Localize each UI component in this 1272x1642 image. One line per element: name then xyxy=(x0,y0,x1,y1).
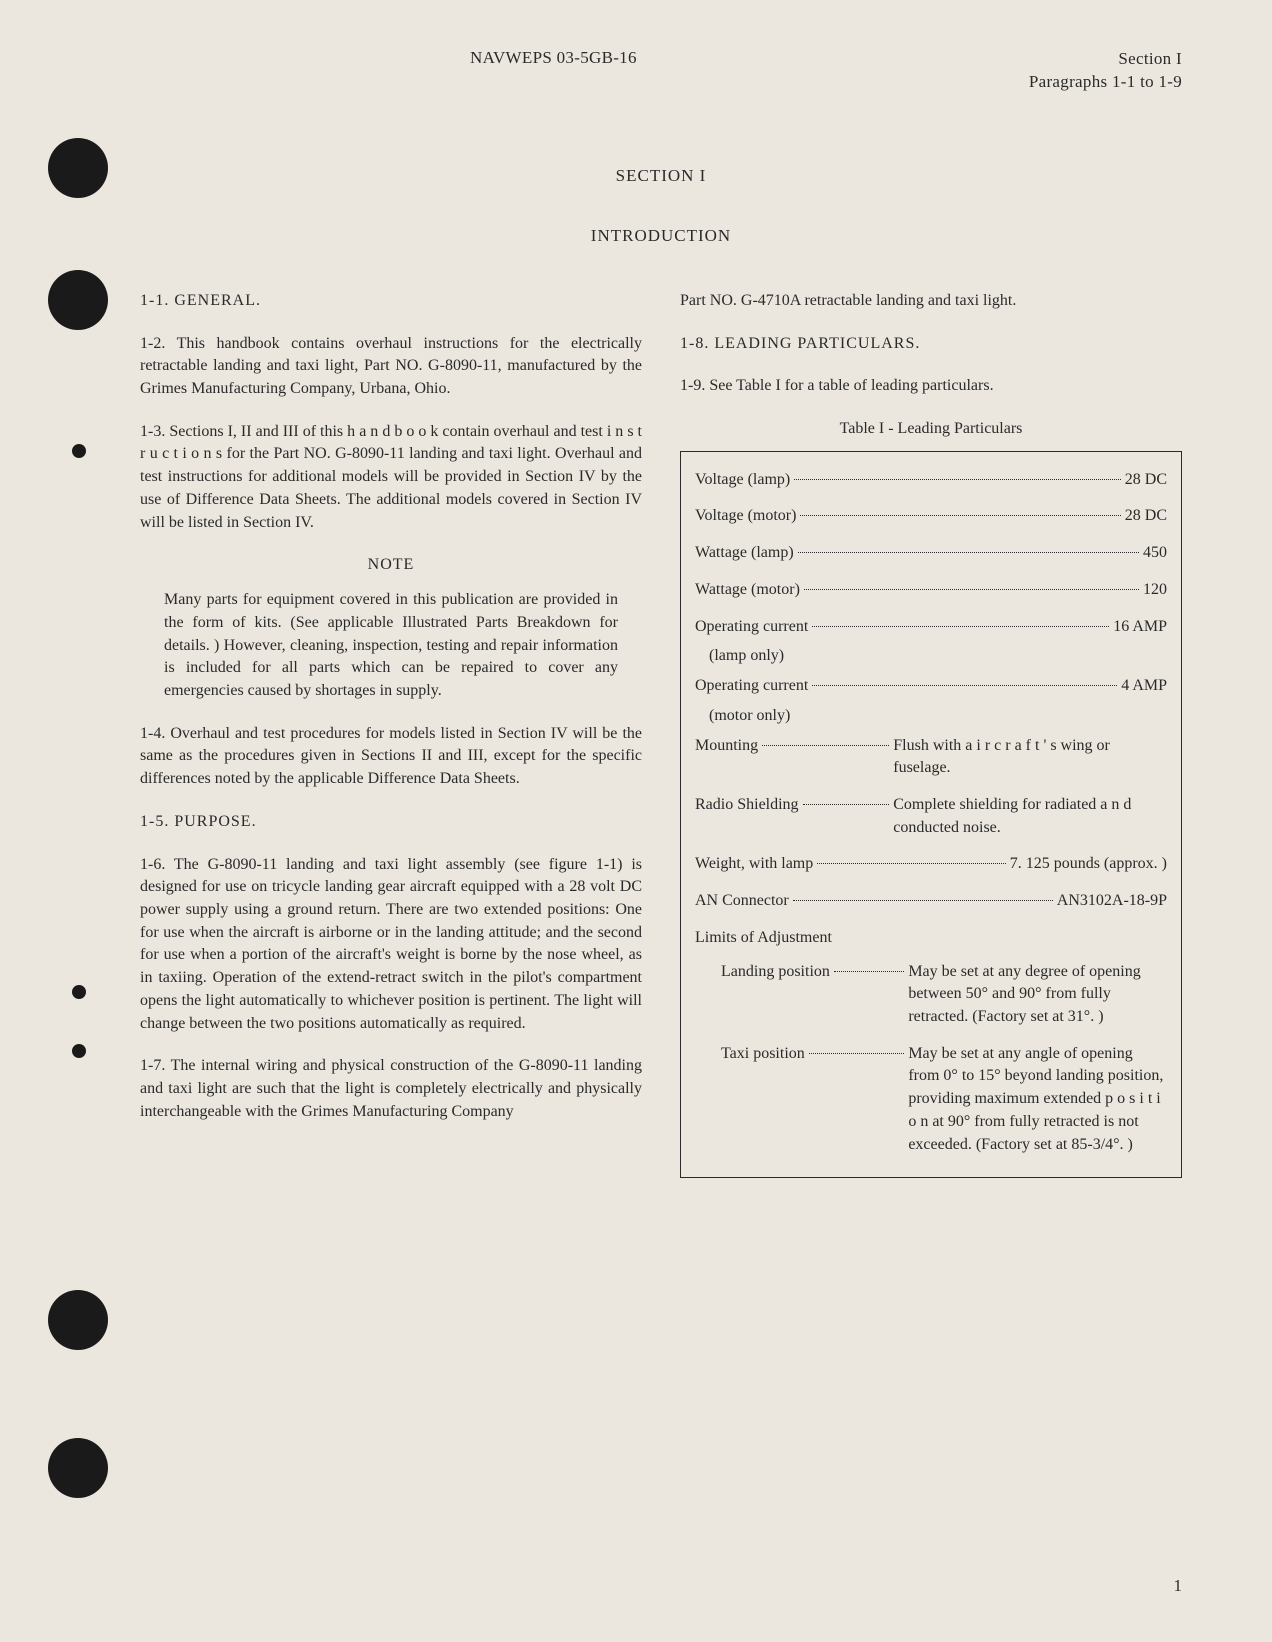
row-label: AN Connector xyxy=(695,890,789,913)
table-row: Operating current 16 AMP xyxy=(695,609,1167,646)
page: NAVWEPS 03-5GB-16 Section I Paragraphs 1… xyxy=(0,0,1272,1642)
leading-particulars-table: Voltage (lamp) 28 DC Voltage (motor) 28 DC W… xyxy=(680,451,1182,1179)
row-value: 28 DC xyxy=(1125,505,1167,528)
table-row: Landing position May be set at any degree… xyxy=(695,954,1167,1036)
section-title: INTRODUCTION xyxy=(140,226,1182,246)
section-ref: Section I xyxy=(1029,48,1182,71)
left-column: 1-1. GENERAL. 1-2. This handbook contain… xyxy=(140,290,642,1178)
punch-mark xyxy=(72,444,86,458)
heading-purpose: 1-5. PURPOSE. xyxy=(140,811,642,834)
row-sublabel: (lamp only) xyxy=(695,645,1167,668)
leader-dots xyxy=(812,675,1117,686)
heading-leading: 1-8. LEADING PARTICULARS. xyxy=(680,333,1182,356)
page-number: 1 xyxy=(1174,1576,1183,1596)
punch-mark xyxy=(72,1044,86,1058)
page-header: NAVWEPS 03-5GB-16 Section I Paragraphs 1… xyxy=(140,48,1182,94)
para-range: Paragraphs 1-1 to 1-9 xyxy=(1029,71,1182,94)
punch-hole xyxy=(48,1438,108,1498)
row-label: Voltage (motor) xyxy=(695,505,796,528)
leader-dots xyxy=(804,579,1139,590)
table-row: Voltage (motor) 28 DC xyxy=(695,498,1167,535)
row-value: 7. 125 pounds (approx. ) xyxy=(1010,853,1167,876)
leader-dots xyxy=(798,542,1139,553)
para-1-6: 1-6. The G-8090-11 landing and taxi ligh… xyxy=(140,854,642,1036)
leader-dots xyxy=(834,961,904,972)
row-label: Mounting xyxy=(695,735,758,758)
row-value: Complete shielding for radiated a n d co… xyxy=(893,794,1167,839)
table-row: Weight, with lamp 7. 125 pounds (approx. … xyxy=(695,846,1167,883)
leader-dots xyxy=(803,794,890,805)
leader-dots xyxy=(809,1043,905,1054)
row-value: May be set at any angle of opening from … xyxy=(908,1043,1167,1157)
table-row: Taxi position May be set at any angle of … xyxy=(695,1036,1167,1164)
row-label: Landing position xyxy=(721,961,830,984)
note-body: Many parts for equipment covered in this… xyxy=(140,589,642,703)
row-label: Radio Shielding xyxy=(695,794,799,817)
row-value: 4 AMP xyxy=(1121,675,1167,698)
heading-general: 1-1. GENERAL. xyxy=(140,290,642,313)
table-row: Mounting Flush with a i r c r a f t ' s w… xyxy=(695,728,1167,787)
punch-hole xyxy=(48,1290,108,1350)
para-1-2: 1-2. This handbook contains overhaul ins… xyxy=(140,333,642,401)
note-title: NOTE xyxy=(140,554,642,577)
row-label: Taxi position xyxy=(721,1043,805,1066)
para-1-4: 1-4. Overhaul and test procedures for mo… xyxy=(140,723,642,791)
table-row: Wattage (motor) 120 xyxy=(695,572,1167,609)
table-row: Wattage (lamp) 450 xyxy=(695,535,1167,572)
table-row: Voltage (lamp) 28 DC xyxy=(695,462,1167,499)
para-1-9: 1-9. See Table I for a table of leading … xyxy=(680,375,1182,398)
leader-dots xyxy=(794,469,1121,480)
row-label: Voltage (lamp) xyxy=(695,469,790,492)
row-value: May be set at any degree of opening betw… xyxy=(908,961,1167,1029)
row-value: 28 DC xyxy=(1125,469,1167,492)
header-right: Section I Paragraphs 1-1 to 1-9 xyxy=(1029,48,1182,94)
leader-dots xyxy=(800,505,1120,516)
row-label: Operating current xyxy=(695,675,808,698)
right-column: Part NO. G-4710A retractable landing and… xyxy=(680,290,1182,1178)
row-value: AN3102A-18-9P xyxy=(1057,890,1167,913)
limits-heading: Limits of Adjustment xyxy=(695,920,1167,954)
leader-dots xyxy=(812,616,1109,627)
leader-dots xyxy=(817,853,1005,864)
row-label: Operating current xyxy=(695,616,808,639)
punch-hole xyxy=(48,270,108,330)
table-row: Radio Shielding Complete shielding for ra… xyxy=(695,787,1167,846)
leader-dots xyxy=(793,890,1053,901)
row-label: Weight, with lamp xyxy=(695,853,813,876)
para-cont: Part NO. G-4710A retractable landing and… xyxy=(680,290,1182,313)
row-label: Wattage (lamp) xyxy=(695,542,794,565)
doc-id: NAVWEPS 03-5GB-16 xyxy=(470,48,637,94)
table-row: Operating current 4 AMP xyxy=(695,668,1167,705)
row-value: Flush with a i r c r a f t ' s wing or f… xyxy=(893,735,1167,780)
row-label: Wattage (motor) xyxy=(695,579,800,602)
para-1-7: 1-7. The internal wiring and physical co… xyxy=(140,1055,642,1123)
row-value: 16 AMP xyxy=(1113,616,1167,639)
row-value: 450 xyxy=(1143,542,1167,565)
table-caption: Table I - Leading Particulars xyxy=(680,418,1182,441)
para-1-3: 1-3. Sections I, II and III of this h a … xyxy=(140,421,642,535)
columns: 1-1. GENERAL. 1-2. This handbook contain… xyxy=(140,290,1182,1178)
row-sublabel: (motor only) xyxy=(695,705,1167,728)
punch-mark xyxy=(72,985,86,999)
punch-hole xyxy=(48,138,108,198)
row-value: 120 xyxy=(1143,579,1167,602)
section-label: SECTION I xyxy=(140,166,1182,186)
table-row: AN Connector AN3102A-18-9P xyxy=(695,883,1167,920)
leader-dots xyxy=(762,735,889,746)
